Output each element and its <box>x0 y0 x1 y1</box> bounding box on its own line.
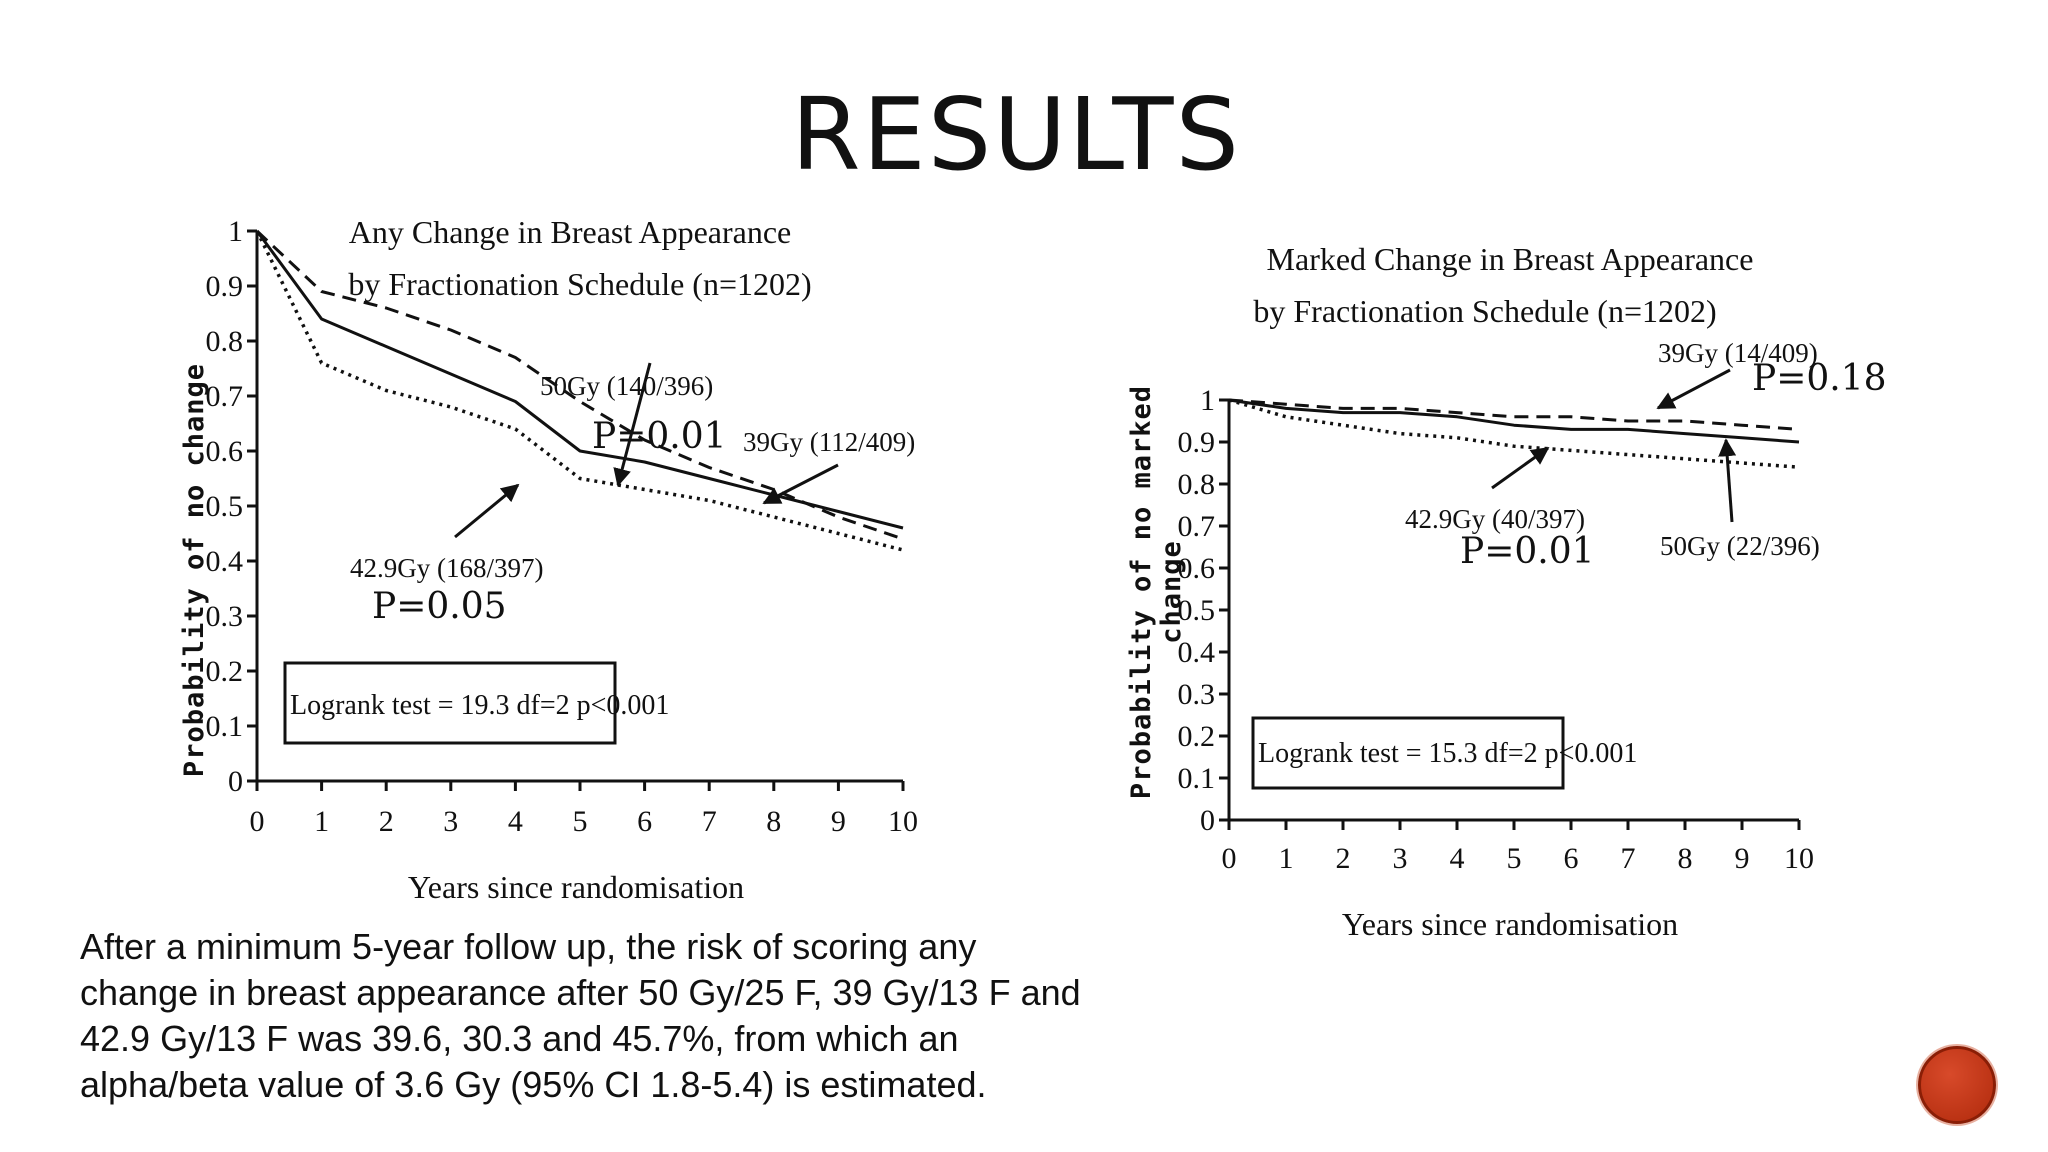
series-line-50gy <box>1228 398 1800 444</box>
arrow-50gy <box>613 362 652 487</box>
annotation-50gy-pvalue: P=0.01 <box>592 416 727 457</box>
chart-title-line-2: by Fractionation Schedule (n=1202) <box>348 266 811 302</box>
y-tick-label: 0 <box>1200 804 1215 837</box>
x-tick-label: 9 <box>1735 842 1750 875</box>
y-tick-label: 0.7 <box>1178 510 1216 543</box>
x-tick-label: 9 <box>831 805 846 838</box>
x-tick-label: 0 <box>250 805 265 838</box>
annotation-42-9gy-label: 42.9Gy (168/397) <box>350 553 543 583</box>
x-tick-label: 8 <box>766 805 781 838</box>
x-tick-label: 2 <box>379 805 394 838</box>
x-tick-label: 6 <box>1564 842 1579 875</box>
x-tick-label: 8 <box>1678 842 1693 875</box>
annotation-50gy-label: 50Gy (140/396) <box>540 371 713 401</box>
annotation-39gy-pvalue: P=0.18 <box>1752 358 1887 399</box>
y-tick-label: 0.3 <box>206 600 244 633</box>
x-tick-label: 3 <box>443 805 458 838</box>
arrow-50gy <box>1718 438 1737 523</box>
y-axis-label-line-2: change <box>1156 540 1187 644</box>
x-tick-label: 1 <box>1279 842 1294 875</box>
arrow-42-9gy <box>1491 446 1550 490</box>
x-tick-label: 4 <box>1450 842 1465 875</box>
y-tick-label: 0.1 <box>1178 762 1216 795</box>
x-tick-label: 10 <box>1784 842 1814 875</box>
arrow-39gy <box>762 463 839 505</box>
x-axis-label: Years since randomisation <box>408 869 744 905</box>
x-tick-label: 2 <box>1336 842 1351 875</box>
arrow-39gy <box>1656 368 1731 410</box>
x-tick-label: 5 <box>1507 842 1522 875</box>
y-tick-label: 0.8 <box>206 325 244 358</box>
series-line-39gy <box>1228 398 1800 431</box>
annotation-42-9gy-pvalue: P=0.05 <box>372 586 507 627</box>
chart-title-line-1: Any Change in Breast Appearance <box>349 214 792 250</box>
logrank-box <box>283 661 617 745</box>
y-tick-label: 1 <box>1200 384 1215 417</box>
x-tick-label: 7 <box>702 805 717 838</box>
navigation-button[interactable] <box>1918 1046 1996 1124</box>
annotation-39gy-label: 39Gy (14/409) <box>1658 338 1818 368</box>
x-tick-label: 0 <box>1222 842 1237 875</box>
y-tick-label: 0.2 <box>206 655 244 688</box>
y-tick-label: 1 <box>228 215 243 248</box>
annotation-42-9gy-pvalue: P=0.01 <box>1460 531 1595 572</box>
y-tick-label: 0.1 <box>206 710 244 743</box>
y-axis-label: Probability of no change <box>179 363 210 777</box>
y-tick-label: 0.3 <box>1178 678 1216 711</box>
annotation-50gy-label: 50Gy (22/396) <box>1660 531 1820 561</box>
chart-title-line-1: Marked Change in Breast Appearance <box>1267 241 1754 277</box>
series-line-42-9gy <box>1228 398 1800 469</box>
x-tick-label: 6 <box>637 805 652 838</box>
y-tick-label: 0.6 <box>206 435 244 468</box>
y-axis-label-line-1: Probability of no marked <box>1126 385 1157 799</box>
x-tick-label: 3 <box>1393 842 1408 875</box>
logrank-text: Logrank test = 19.3 df=2 p<0.001 <box>290 690 669 721</box>
x-tick-label: 7 <box>1621 842 1636 875</box>
series-line-42-9gy <box>255 230 904 552</box>
slide-title: RESULTS <box>791 76 1241 193</box>
arrow-42-9gy <box>454 483 520 539</box>
y-tick-label: 0.7 <box>206 380 244 413</box>
y-tick-label: 0.6 <box>1178 552 1216 585</box>
y-tick-label: 0.4 <box>206 545 244 578</box>
series-line-39gy <box>255 229 904 541</box>
series-line-50gy <box>255 230 904 530</box>
x-tick-label: 4 <box>508 805 523 838</box>
y-tick-label: 0.4 <box>1178 636 1216 669</box>
y-tick-label: 0.9 <box>1178 426 1216 459</box>
y-tick-label: 0.5 <box>1178 594 1216 627</box>
logrank-text: Logrank test = 15.3 df=2 p<0.001 <box>1258 738 1637 769</box>
y-tick-label: 0.5 <box>206 490 244 523</box>
logrank-box <box>1251 716 1565 790</box>
chart-title-line-2: by Fractionation Schedule (n=1202) <box>1253 293 1716 329</box>
x-tick-label: 10 <box>888 805 918 838</box>
chart-marked-change: Marked Change in Breast Appearance by Fr… <box>1126 241 1887 942</box>
y-tick-label: 0.9 <box>206 270 244 303</box>
annotation-42-9gy-label: 42.9Gy (40/397) <box>1405 504 1585 534</box>
x-axis-label: Years since randomisation <box>1342 906 1678 942</box>
x-tick-label: 5 <box>573 805 588 838</box>
annotation-39gy-label: 39Gy (112/409) <box>743 427 915 457</box>
summary-text: After a minimum 5-year follow up, the ri… <box>80 926 1081 1105</box>
chart-any-change: Any Change in Breast Appearance by Fract… <box>179 214 918 905</box>
x-tick-label: 1 <box>314 805 329 838</box>
y-tick-label: 0 <box>228 765 243 798</box>
y-tick-label: 0.2 <box>1178 720 1216 753</box>
y-tick-label: 0.8 <box>1178 468 1216 501</box>
